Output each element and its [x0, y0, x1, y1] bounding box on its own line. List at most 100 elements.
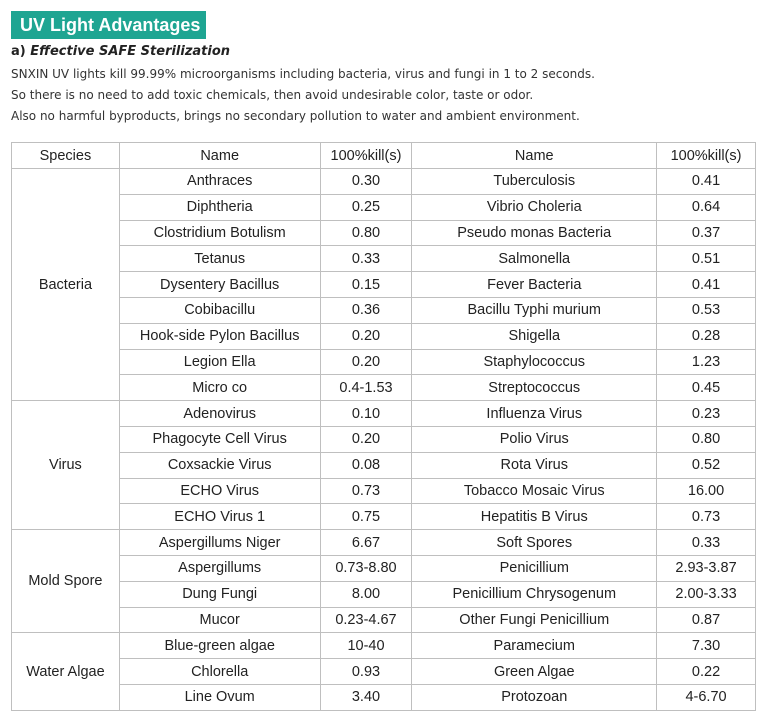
kill-time: 10-40 [319, 632, 413, 660]
kill-time: 0.37 [656, 219, 756, 247]
kill-time: 0.08 [319, 451, 413, 479]
kill-time: 0.73 [656, 503, 756, 531]
organism-name: Green Algae [411, 658, 658, 685]
organism-name: Clostridium Botulism [118, 219, 321, 247]
table-row: Cobibacillu 0.36 Bacillu Typhi murium 0.53 [12, 296, 756, 324]
organism-name: Paramecium [411, 632, 658, 660]
kill-time: 6.67 [319, 529, 413, 556]
table-row: Virus Adenovirus 0.10 Influenza Virus 0.23 [11, 400, 756, 531]
kill-time: 4-6.70 [656, 683, 756, 711]
table-header-row: Species Name 100%kill(s) Name 100%kill(s… [11, 142, 756, 169]
kill-time: 0.45 [656, 374, 756, 402]
organism-name: Tuberculosis [411, 168, 658, 195]
kill-time: 0.73 [319, 477, 413, 505]
kill-time: 0.80 [656, 425, 756, 453]
table-row: Chlorella 0.93 Green Algae 0.22 [12, 658, 756, 685]
kill-time: 0.87 [656, 606, 756, 634]
kill-time: 3.40 [319, 683, 413, 711]
table-row: Phagocyte Cell Virus 0.20 Polio Virus 0.80 [12, 425, 756, 453]
organism-name: Salmonella [411, 245, 658, 273]
kill-time: 0.64 [656, 193, 756, 221]
organism-name: Fever Bacteria [411, 271, 658, 298]
organism-name: Rota Virus [411, 451, 658, 479]
organism-name: ECHO Virus 1 [118, 503, 321, 531]
organism-name: Cobibacillu [118, 296, 321, 324]
organism-name: Legion Ella [118, 348, 321, 376]
organism-name: Soft Spores [411, 529, 658, 556]
organism-name: Micro co [118, 374, 321, 402]
section-heading: a) Effective SAFE Sterilization [11, 44, 230, 59]
kill-time: 0.20 [319, 425, 413, 453]
organism-name: Hepatitis B Virus [411, 503, 658, 531]
organism-name: Penicillium [411, 554, 658, 582]
organism-name: Coxsackie Virus [118, 451, 321, 479]
sterilization-table: Species Name 100%kill(s) Name 100%kill(s… [11, 142, 756, 711]
table-row: Bacteria Anthraces 0.30 Tuberculosis 0.41 [11, 167, 756, 402]
organism-name: Aspergillums [118, 554, 321, 582]
section-title: Effective SAFE Sterilization [30, 44, 231, 59]
organism-name: Dysentery Bacillus [118, 271, 321, 298]
intro-paragraph-1: SNXIN UV lights kill 99.99% microorganis… [11, 67, 595, 81]
organism-name: Polio Virus [411, 425, 658, 453]
species-cell: Virus [11, 400, 120, 531]
organism-name: Anthraces [118, 168, 321, 195]
table-row: Micro co 0.4-1.53 Streptococcus 0.45 [12, 374, 756, 402]
table-row: Tetanus 0.33 Salmonella 0.51 [12, 245, 756, 273]
organism-name: Vibrio Choleria [411, 193, 658, 221]
header-kill-time: 100%kill(s) [656, 142, 756, 169]
kill-time: 0.33 [319, 245, 413, 273]
header-name: Name [411, 142, 658, 169]
section-number: a) [11, 44, 26, 59]
kill-time: 2.00-3.33 [656, 580, 756, 608]
organism-name: Adenovirus [118, 400, 321, 427]
organism-name: Diphtheria [118, 193, 321, 221]
page-title: UV Light Advantages [11, 11, 206, 39]
kill-time: 16.00 [656, 477, 756, 505]
table-row: Legion Ella 0.20 Staphylococcus 1.23 [12, 348, 756, 376]
organism-name: Blue-green algae [118, 632, 321, 660]
table-body: Bacteria Anthraces 0.30 Tuberculosis 0.41 Dip… [11, 167, 756, 711]
kill-time: 0.41 [656, 168, 756, 195]
kill-time: 0.28 [656, 322, 756, 350]
table-row: Clostridium Botulism 0.80 Pseudo monas Bac… [12, 219, 756, 247]
organism-name: Protozoan [411, 683, 658, 711]
table-row: Line Ovum 3.40 Protozoan 4-6.70 [12, 683, 756, 711]
kill-time: 0.22 [656, 658, 756, 685]
organism-name: Tobacco Mosaic Virus [411, 477, 658, 505]
species-cell: Mold Spore [11, 529, 120, 634]
table-row: Dung Fungi 8.00 Penicillium Chrysogenum 2.0… [12, 580, 756, 608]
kill-time: 0.36 [319, 296, 413, 324]
kill-time: 0.4-1.53 [319, 374, 413, 402]
kill-time: 0.10 [319, 400, 413, 427]
kill-time: 0.33 [656, 529, 756, 556]
organism-name: Hook-side Pylon Bacillus [118, 322, 321, 350]
kill-time: 8.00 [319, 580, 413, 608]
header-name: Name [118, 142, 321, 169]
kill-time: 7.30 [656, 632, 756, 660]
species-cell: Bacteria [11, 167, 120, 402]
organism-name: Pseudo monas Bacteria [411, 219, 658, 247]
organism-name: Shigella [411, 322, 658, 350]
intro-paragraph-2: So there is no need to add toxic chemica… [11, 88, 534, 102]
kill-time: 0.23-4.67 [319, 606, 413, 634]
organism-name: Line Ovum [118, 683, 321, 711]
organism-name: Bacillu Typhi murium [411, 296, 658, 324]
table-row: Mold Spore Aspergillums Niger 6.67 Soft Spo… [11, 529, 756, 634]
kill-time: 0.75 [319, 503, 413, 531]
intro-paragraph-3: Also no harmful byproducts, brings no se… [11, 109, 580, 123]
organism-name: Other Fungi Penicillium [411, 606, 658, 634]
kill-time: 0.25 [319, 193, 413, 221]
kill-time: 0.53 [656, 296, 756, 324]
kill-time: 0.15 [319, 271, 413, 298]
table-row: ECHO Virus 0.73 Tobacco Mosaic Virus 16.00 [12, 477, 756, 505]
kill-time: 0.20 [319, 348, 413, 376]
organism-name: Phagocyte Cell Virus [118, 425, 321, 453]
organism-name: Tetanus [118, 245, 321, 273]
table-row: Hook-side Pylon Bacillus 0.20 Shigella 0.28 [12, 322, 756, 350]
kill-time: 0.41 [656, 271, 756, 298]
organism-name: ECHO Virus [118, 477, 321, 505]
kill-time: 0.30 [319, 168, 413, 195]
kill-time: 2.93-3.87 [656, 554, 756, 582]
organism-name: Staphylococcus [411, 348, 658, 376]
organism-name: Mucor [118, 606, 321, 634]
